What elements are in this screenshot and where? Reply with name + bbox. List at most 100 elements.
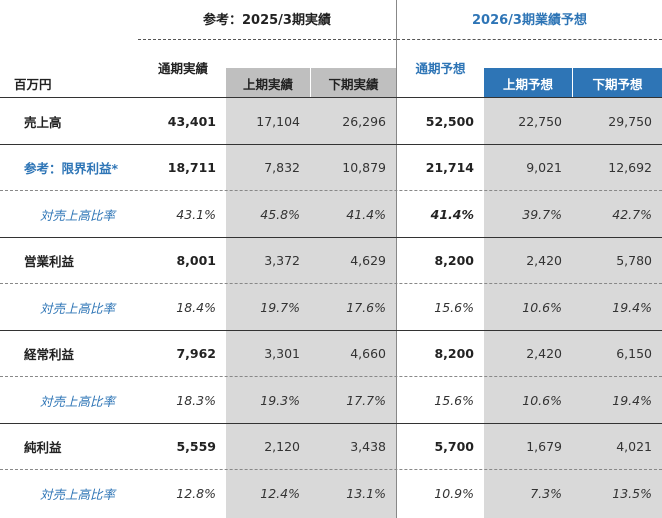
table-cell: 15.6% bbox=[434, 392, 474, 408]
row-divider bbox=[0, 143, 662, 145]
table-cell: 42.7% bbox=[612, 206, 652, 222]
row-label: 対売上高比率 bbox=[40, 207, 116, 223]
table-cell: 4,021 bbox=[616, 439, 652, 454]
table-cell: 12,692 bbox=[608, 160, 652, 175]
table-cell: 12.8% bbox=[176, 485, 216, 501]
table-row: 売上高 43,401 17,104 26,296 52,500 22,750 29,750 bbox=[0, 98, 662, 144]
table-cell: 17.7% bbox=[346, 392, 386, 408]
row-divider bbox=[0, 190, 662, 191]
table-cell: 13.5% bbox=[612, 485, 652, 501]
table-row: 営業利益 8,001 3,372 4,629 8,200 2,420 5,780 bbox=[0, 238, 662, 284]
table-cell: 22,750 bbox=[518, 113, 562, 129]
row-label: 対売上高比率 bbox=[40, 300, 116, 316]
table-cell: 10.6% bbox=[522, 299, 562, 315]
row-divider bbox=[0, 236, 662, 238]
table-cell: 2,420 bbox=[526, 253, 562, 268]
table-row: 対売上高比率 18.3% 19.3% 17.7% 15.6% 10.6% 19.4% bbox=[0, 377, 662, 423]
table-cell: 8,001 bbox=[176, 253, 216, 268]
table-cell: 21,714 bbox=[425, 160, 474, 175]
table-cell: 39.7% bbox=[522, 206, 562, 222]
table-cell: 1,679 bbox=[526, 439, 562, 454]
table-cell: 5,559 bbox=[176, 439, 216, 454]
table-cell: 52,500 bbox=[425, 113, 474, 129]
shade-forecast-half-columns bbox=[484, 98, 662, 518]
table-cell: 41.4% bbox=[430, 206, 474, 222]
row-divider bbox=[0, 422, 662, 424]
table-cell: 9,021 bbox=[526, 160, 562, 175]
forecast-group-title: 2026/3期業績予想 bbox=[472, 12, 587, 28]
row-divider bbox=[0, 469, 662, 470]
table-cell: 29,750 bbox=[608, 113, 652, 129]
table-cell: 5,700 bbox=[434, 439, 474, 454]
table-row: 経常利益 7,962 3,301 4,660 8,200 2,420 6,150 bbox=[0, 331, 662, 377]
table-cell: 19.4% bbox=[612, 299, 652, 315]
table-row: 対売上高比率 18.4% 19.7% 17.6% 15.6% 10.6% 19.4% bbox=[0, 284, 662, 330]
table-cell: 10,879 bbox=[342, 160, 386, 175]
table-cell: 18.4% bbox=[176, 299, 216, 315]
table-cell: 43.1% bbox=[176, 206, 216, 222]
table-cell: 7,962 bbox=[176, 346, 216, 361]
table-cell: 3,438 bbox=[350, 439, 386, 454]
table-row: 純利益 5,559 2,120 3,438 5,700 1,679 4,021 bbox=[0, 424, 662, 470]
header-shade-forecast-h2 bbox=[573, 68, 662, 98]
row-divider bbox=[0, 329, 662, 331]
table-cell: 6,150 bbox=[616, 346, 652, 361]
col-header-actual-h1: 上期実績 bbox=[242, 76, 293, 92]
row-divider bbox=[0, 376, 662, 377]
header-shade-forecast-h1 bbox=[484, 68, 572, 98]
table-row: 対売上高比率 12.8% 12.4% 13.1% 10.9% 7.3% 13.5% bbox=[0, 470, 662, 516]
row-label: 営業利益 bbox=[24, 254, 75, 269]
actual-group-divider bbox=[138, 39, 396, 40]
table-cell: 4,629 bbox=[350, 253, 386, 268]
group-separator bbox=[396, 0, 397, 518]
unit-label: 百万円 bbox=[14, 77, 52, 92]
col-header-actual-h2: 下期実績 bbox=[328, 76, 379, 92]
table-cell: 17.6% bbox=[346, 299, 386, 315]
separator-actual-h1-h2 bbox=[310, 68, 311, 98]
row-label: 純利益 bbox=[24, 440, 62, 455]
table-cell: 7.3% bbox=[530, 485, 562, 501]
table-cell: 15.6% bbox=[434, 299, 474, 315]
row-label: 対売上高比率 bbox=[40, 486, 116, 502]
header-shade-actual-h1 bbox=[226, 68, 310, 98]
table-cell: 3,301 bbox=[264, 346, 300, 361]
col-header-actual-full: 通期実績 bbox=[157, 60, 208, 76]
row-label: 売上高 bbox=[24, 114, 62, 130]
table-cell: 7,832 bbox=[264, 160, 300, 175]
table-cell: 10.9% bbox=[434, 485, 474, 501]
table-cell: 8,200 bbox=[434, 253, 474, 268]
table-cell: 17,104 bbox=[256, 113, 300, 129]
table-cell: 18,711 bbox=[167, 160, 216, 175]
header-bottom-rule bbox=[0, 97, 662, 98]
row-label: 対売上高比率 bbox=[40, 393, 116, 409]
table-row: 参考：限界利益* 18,711 7,832 10,879 21,714 9,021 12,6… bbox=[0, 145, 662, 191]
table-cell: 26,296 bbox=[342, 113, 386, 129]
row-divider bbox=[0, 283, 662, 284]
table-cell: 2,120 bbox=[264, 439, 300, 454]
col-header-forecast-h1: 上期予想 bbox=[502, 76, 553, 92]
row-label: 経常利益 bbox=[24, 347, 75, 362]
table-cell: 4,660 bbox=[350, 346, 386, 361]
shade-actual-half-columns bbox=[226, 98, 396, 518]
separator-forecast-h1-h2 bbox=[572, 68, 573, 98]
forecast-group-divider bbox=[397, 39, 662, 40]
table-cell: 43,401 bbox=[167, 113, 216, 129]
table-cell: 19.3% bbox=[260, 392, 300, 408]
col-header-forecast-h2: 下期予想 bbox=[592, 76, 643, 92]
table-cell: 5,780 bbox=[616, 253, 652, 268]
table-row: 対売上高比率 43.1% 45.8% 41.4% 41.4% 39.7% 42.7% bbox=[0, 191, 662, 237]
table-cell: 19.7% bbox=[260, 299, 300, 315]
table-cell: 18.3% bbox=[176, 392, 216, 408]
table-cell: 13.1% bbox=[346, 485, 386, 501]
table-cell: 45.8% bbox=[260, 206, 300, 222]
table-cell: 8,200 bbox=[434, 346, 474, 361]
table-cell: 12.4% bbox=[260, 485, 300, 501]
table-cell: 2,420 bbox=[526, 346, 562, 361]
table-cell: 3,372 bbox=[264, 253, 300, 268]
col-header-forecast-full: 通期予想 bbox=[415, 60, 466, 76]
row-label: 参考：限界利益* bbox=[24, 161, 119, 176]
header-shade-actual-h2 bbox=[311, 68, 396, 98]
table-cell: 10.6% bbox=[522, 392, 562, 408]
table-cell: 41.4% bbox=[346, 206, 386, 222]
table-cell: 19.4% bbox=[612, 392, 652, 408]
